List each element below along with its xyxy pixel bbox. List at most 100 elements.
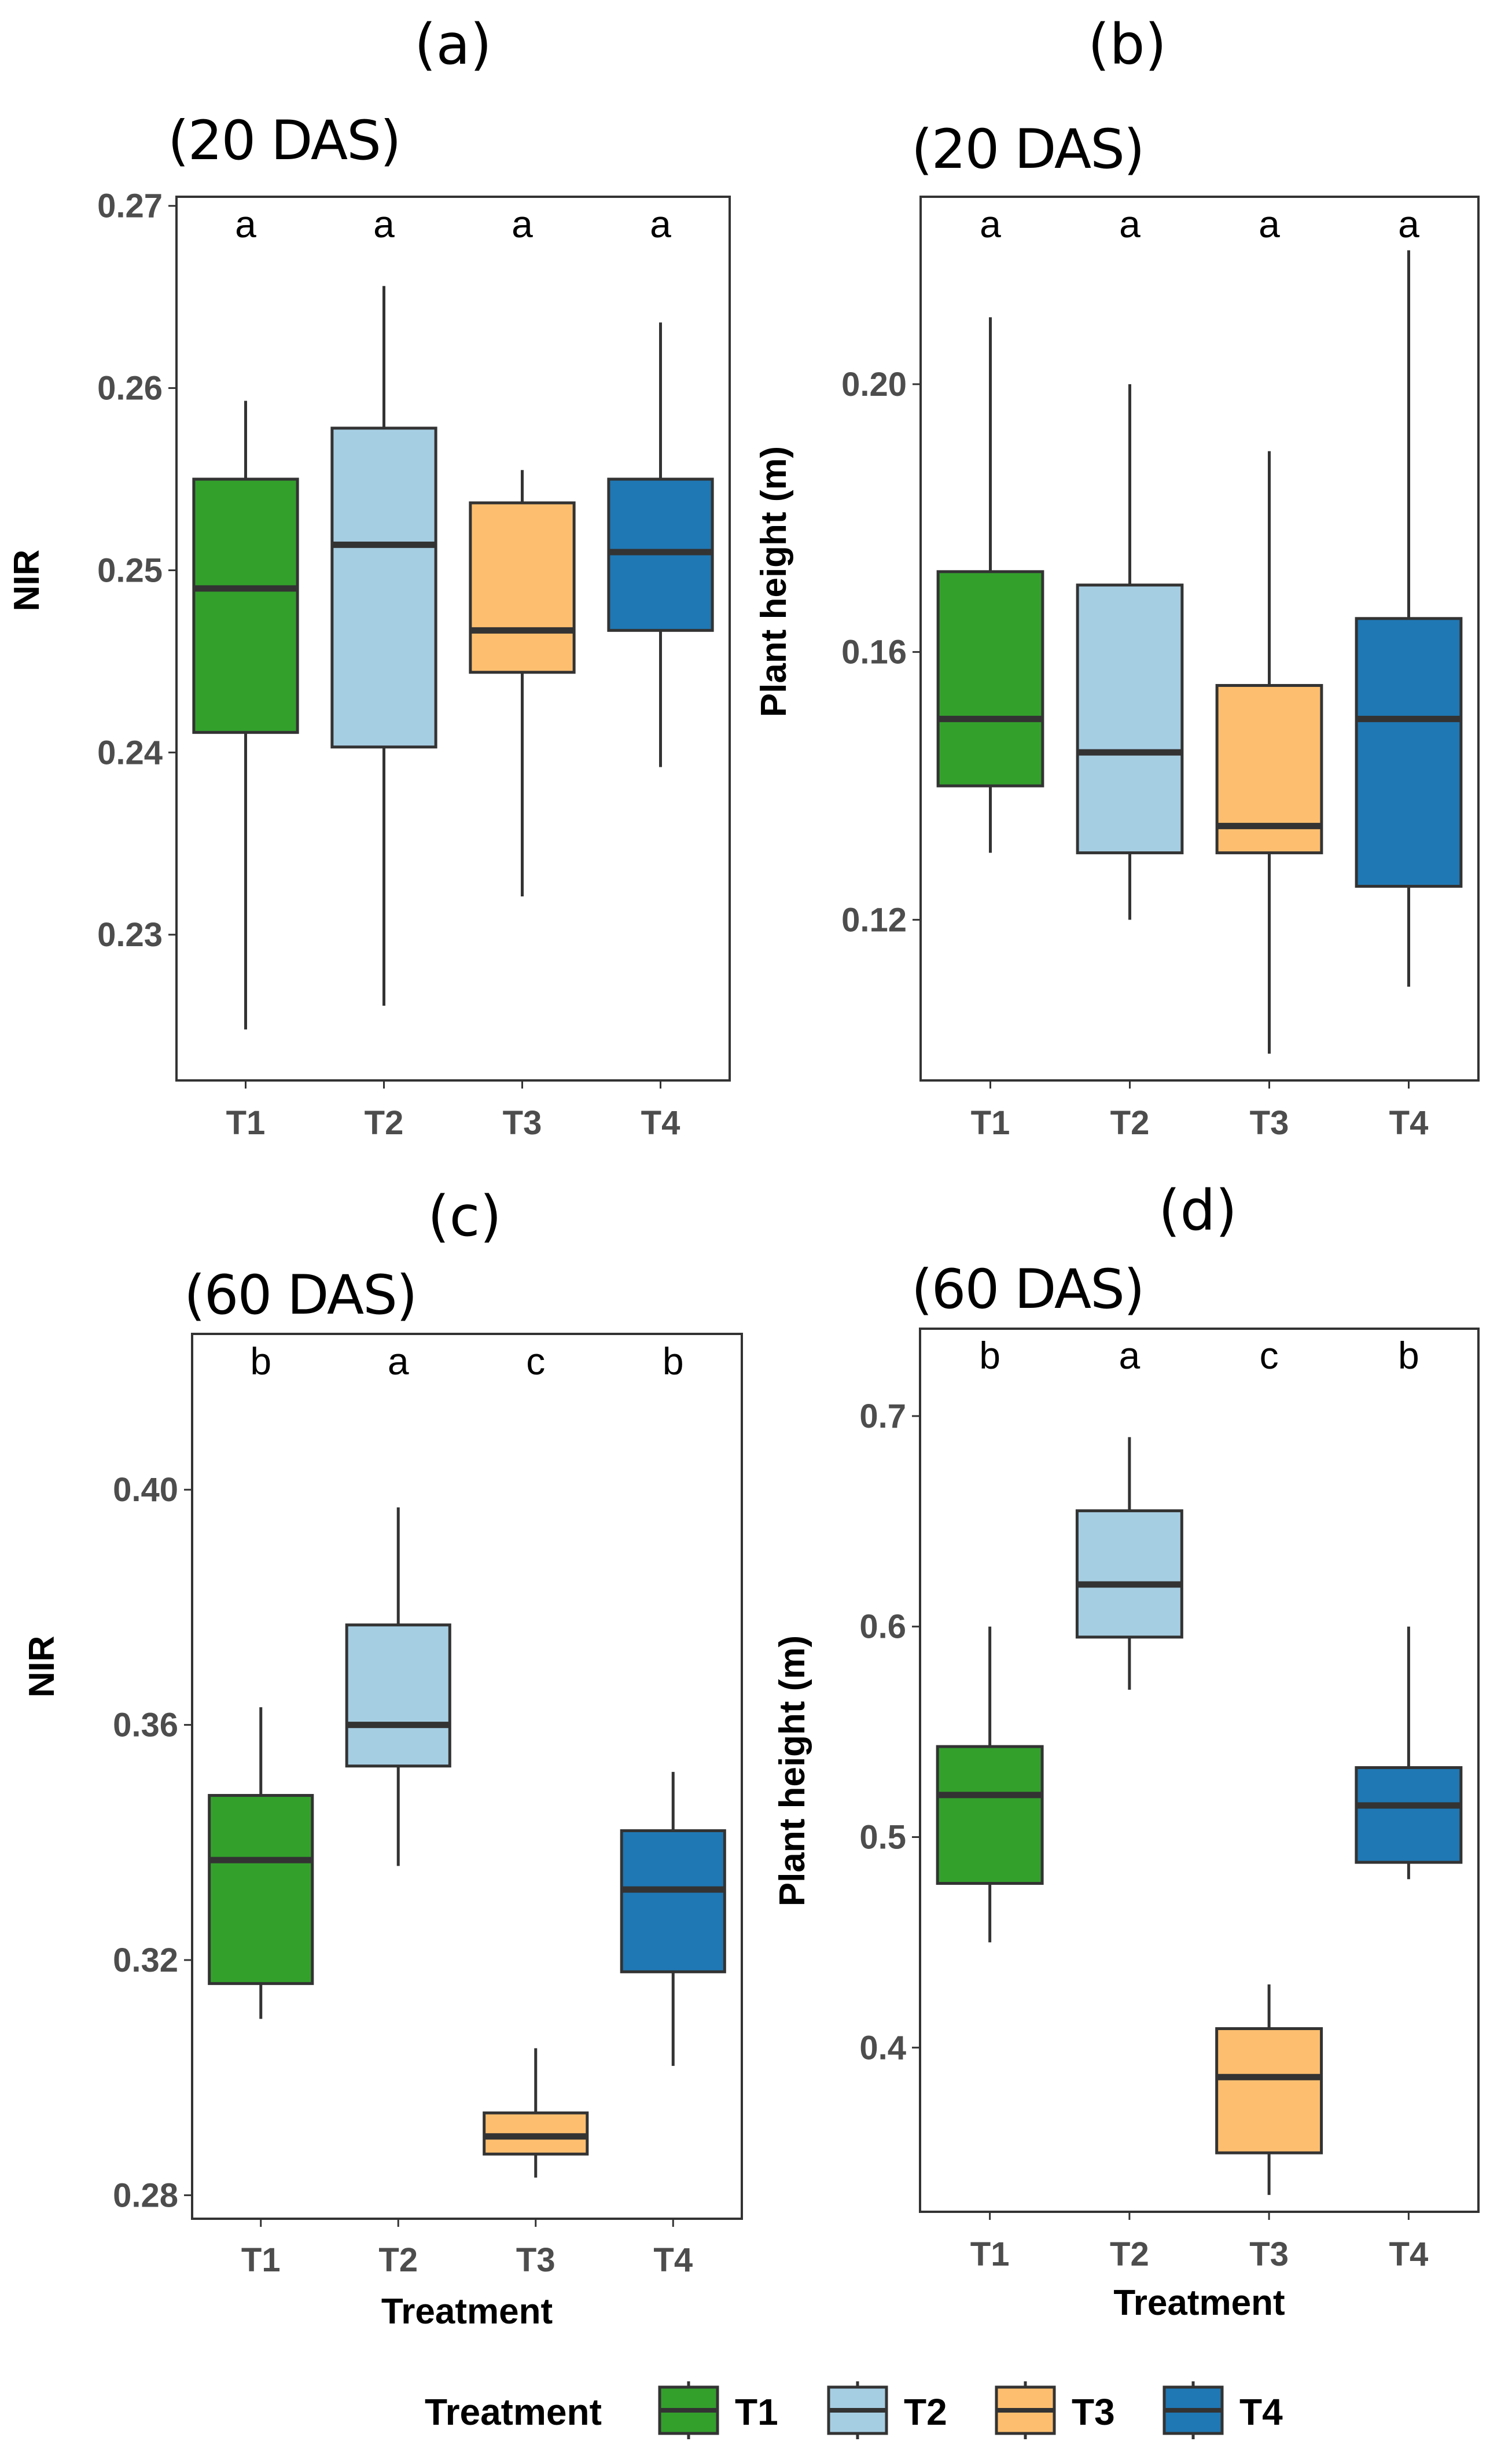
- panel-border: [175, 196, 731, 1082]
- panel-subtitle: (60 DAS): [184, 1264, 417, 1327]
- panel-label: (a): [414, 12, 492, 77]
- box-t2: [330, 286, 437, 1006]
- y-tick-label: 0.32: [113, 1942, 178, 1979]
- iqr-box: [1215, 2027, 1323, 2154]
- iqr-box: [345, 1623, 451, 1768]
- x-axis-title: Treatment: [381, 2292, 553, 2332]
- x-tick-label: T3: [503, 1104, 542, 1142]
- box-t1: [936, 317, 1044, 853]
- panel-a: (a)(20 DAS) 0.23 0.24 0.25 0.26 0.27 NIR a T1 a T2…: [7, 12, 731, 1142]
- significance-letter: a: [980, 203, 1001, 245]
- y-axis-title: Plant height (m): [754, 446, 794, 717]
- legend-item-label: T3: [1072, 2391, 1115, 2433]
- iqr-box: [936, 1745, 1044, 1885]
- box-t4: [607, 322, 714, 767]
- box-t3: [1215, 1984, 1323, 2195]
- legend-item-label: T1: [735, 2391, 778, 2433]
- box-t2: [1076, 384, 1184, 920]
- significance-letter: a: [1259, 203, 1280, 245]
- significance-letter: a: [1398, 203, 1419, 245]
- legend-item-t1: T1: [658, 2381, 778, 2439]
- x-tick-label: T1: [241, 2241, 281, 2279]
- iqr-box: [1355, 1766, 1463, 1864]
- panel-subtitle: (20 DAS): [911, 118, 1144, 181]
- significance-letter: c: [526, 1340, 545, 1383]
- significance-letter: b: [663, 1340, 684, 1383]
- y-tick-label: 0.27: [97, 187, 163, 225]
- x-tick-label: T2: [378, 2241, 418, 2279]
- panel-label: (d): [1158, 1178, 1237, 1243]
- y-tick-label: 0.7: [859, 1398, 906, 1435]
- x-tick-label: T1: [971, 1104, 1010, 1142]
- x-tick-label: T2: [1110, 1104, 1150, 1142]
- x-tick-label: T4: [1389, 1104, 1429, 1142]
- panel-d: (d)(60 DAS) 0.4 0.5 0.6 0.7 Plant height (m) b…: [772, 1178, 1480, 2323]
- y-tick-label: 0.24: [97, 734, 163, 771]
- panel-border: [919, 196, 1480, 1082]
- y-axis-title: Plant height (m): [772, 1635, 812, 1906]
- y-tick-label: 0.25: [97, 552, 163, 589]
- panels: (a)(20 DAS)0.230.240.250.260.27NIRaT1aT2…: [7, 12, 1480, 2332]
- legend-item-t3: T3: [995, 2381, 1115, 2439]
- panel-subtitle: (20 DAS): [168, 109, 400, 172]
- box-t1: [192, 400, 299, 1030]
- significance-letter: b: [979, 1334, 1000, 1377]
- iqr-box: [469, 501, 576, 674]
- y-tick-label: 0.5: [859, 1818, 906, 1856]
- y-tick-label: 0.26: [97, 370, 163, 407]
- significance-letter: a: [1119, 203, 1141, 245]
- significance-letter: b: [1398, 1334, 1419, 1377]
- iqr-box: [1076, 583, 1184, 855]
- significance-letter: a: [235, 203, 256, 245]
- box-t4: [1355, 1626, 1463, 1880]
- panel-border: [919, 1328, 1480, 2213]
- x-tick-label: T4: [641, 1104, 680, 1142]
- y-tick-label: 0.40: [113, 1471, 178, 1509]
- legend-title: Treatment: [425, 2391, 602, 2433]
- y-tick-label: 0.20: [841, 366, 907, 403]
- x-tick-label: T3: [516, 2241, 555, 2279]
- significance-letter: a: [650, 203, 671, 245]
- panel-subtitle: (60 DAS): [911, 1258, 1144, 1321]
- x-tick-label: T3: [1250, 1104, 1289, 1142]
- y-axis-title: NIR: [7, 550, 47, 612]
- box-t1: [936, 1626, 1044, 1943]
- y-tick-label: 0.4: [859, 2029, 906, 2067]
- y-tick-label: 0.23: [97, 916, 163, 954]
- iqr-box: [192, 477, 299, 734]
- panel-b: (b) (20 DAS) 0.12 0.16 0.20 Plant height (m) a…: [754, 12, 1480, 1142]
- iqr-box: [1355, 617, 1463, 888]
- box-t4: [620, 1771, 726, 2066]
- legend-item-t2: T2: [827, 2381, 947, 2439]
- y-tick-label: 0.36: [113, 1707, 178, 1744]
- x-tick-label: T2: [365, 1104, 404, 1142]
- iqr-box: [330, 427, 437, 749]
- y-tick-label: 0.16: [841, 634, 907, 671]
- legend: Treatment T1 T2 T3 T4: [425, 2381, 1283, 2439]
- y-axis-title: NIR: [22, 1636, 62, 1698]
- panel-label: (b): [1088, 12, 1167, 77]
- box-t2: [1075, 1437, 1183, 1690]
- significance-letter: a: [512, 203, 533, 245]
- x-axis-title: Treatment: [1113, 2283, 1285, 2323]
- panel-label: (c): [428, 1184, 502, 1249]
- legend-item-label: T2: [904, 2391, 947, 2433]
- x-tick-label: T4: [653, 2241, 693, 2279]
- box-t3: [469, 470, 576, 897]
- iqr-box: [1075, 1509, 1183, 1639]
- iqr-box: [936, 570, 1044, 788]
- x-tick-label: T1: [226, 1104, 266, 1142]
- significance-letter: b: [250, 1340, 271, 1383]
- significance-letter: a: [373, 203, 395, 245]
- box-t3: [1215, 451, 1323, 1054]
- box-t1: [208, 1707, 314, 2019]
- x-tick-label: T3: [1249, 2236, 1289, 2273]
- significance-letter: a: [1119, 1334, 1141, 1377]
- panel-border: [191, 1333, 743, 2220]
- box-t3: [483, 2048, 589, 2178]
- significance-letter: a: [388, 1340, 409, 1383]
- legend-item-label: T4: [1239, 2391, 1283, 2433]
- box-t4: [1355, 250, 1463, 987]
- iqr-box: [208, 1794, 314, 1986]
- x-tick-label: T4: [1389, 2236, 1429, 2273]
